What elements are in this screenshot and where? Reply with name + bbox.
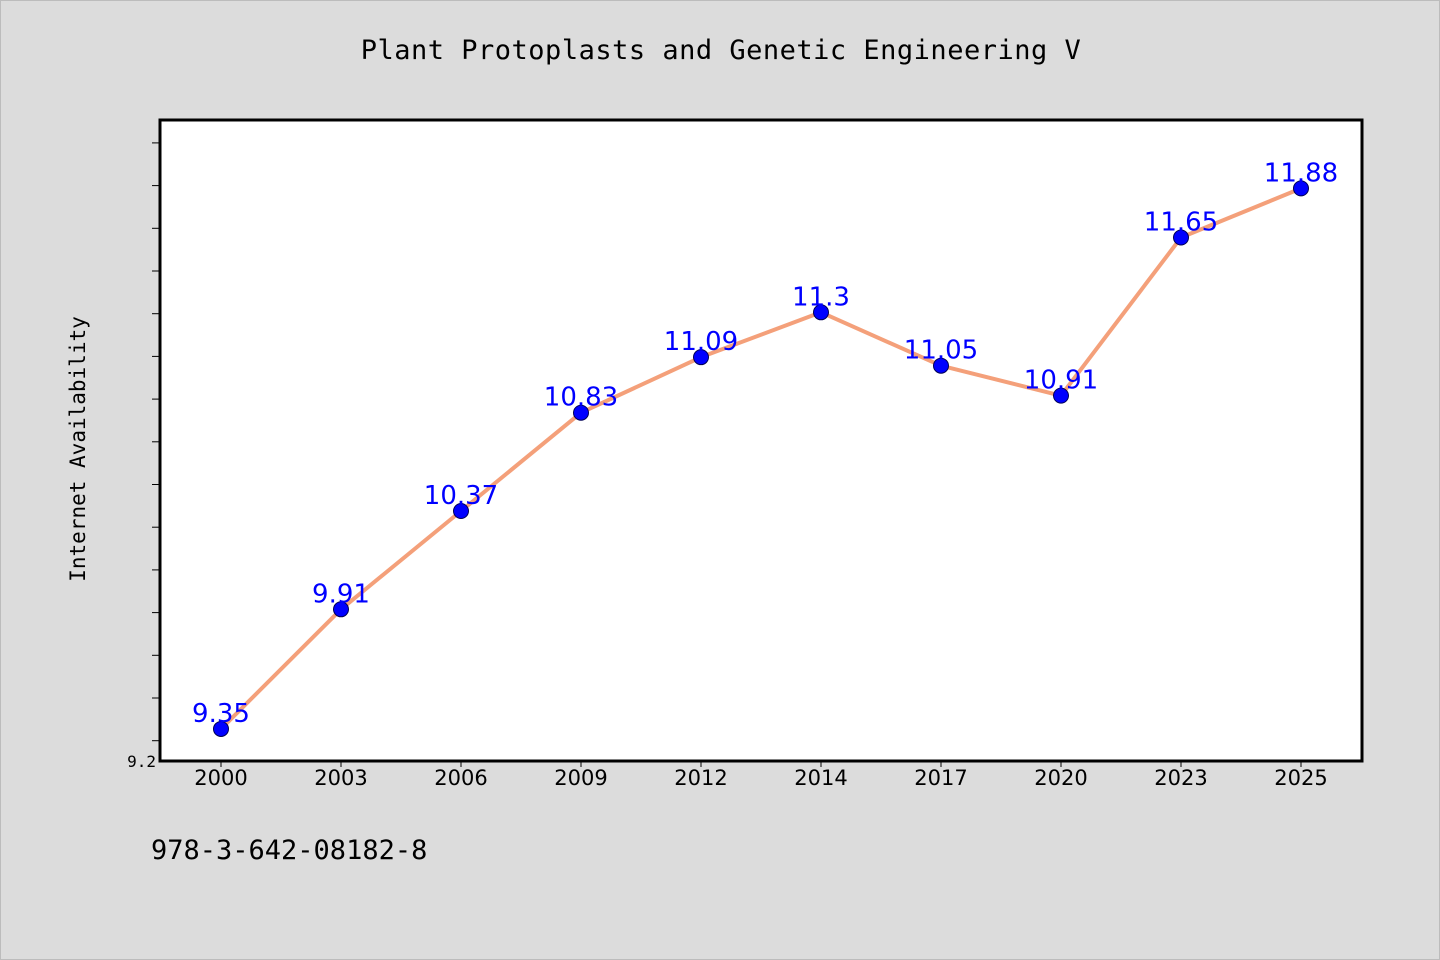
x-tick-label: 2009: [554, 766, 607, 790]
data-label: 10.83: [544, 383, 618, 413]
data-point: [1173, 229, 1189, 246]
data-label: 11.88: [1264, 158, 1338, 188]
data-point: [453, 503, 469, 520]
data-label: 10.91: [1024, 366, 1098, 396]
y-tick-label: 9.2: [127, 752, 156, 771]
data-point: [213, 720, 229, 737]
data-label: 11.09: [664, 327, 738, 357]
x-tick-label: 2003: [314, 766, 367, 790]
footer-isbn: 978-3-642-08182-8: [151, 835, 428, 866]
data-label: 11.05: [904, 336, 978, 366]
x-ticks: 2000 2003 2006 2009 2012 2014 2017 2020 2023 2025: [194, 761, 1328, 790]
data-labels-group: 9.35 9.91 10.37 10.83 11.09 11.3 11.05 10.91 11.…: [192, 158, 1338, 729]
y-ticks: 9.2: [127, 142, 160, 771]
data-point: [1293, 180, 1309, 197]
x-tick-label: 2017: [914, 766, 967, 790]
x-tick-label: 2020: [1034, 766, 1087, 790]
series-line: [219, 186, 1303, 731]
plot-area: [158, 118, 1364, 763]
x-tick-label: 2000: [194, 766, 247, 790]
data-label: 11.3: [792, 282, 850, 312]
x-tick-label: 2006: [434, 766, 487, 790]
x-tick-label: 2025: [1274, 766, 1327, 790]
data-point: [933, 357, 949, 374]
chart-title: Plant Protoplasts and Genetic Engineerin…: [360, 35, 1082, 66]
x-tick-label: 2012: [674, 766, 727, 790]
data-point: [693, 349, 709, 366]
data-label: 11.65: [1144, 208, 1218, 238]
data-point: [1053, 387, 1069, 404]
data-label: 9.35: [192, 699, 250, 729]
x-tick-label: 2023: [1154, 766, 1207, 790]
data-label: 10.37: [424, 481, 498, 511]
data-point: [813, 304, 829, 321]
series-line-group: [219, 186, 1303, 731]
x-tick-label: 2014: [794, 766, 847, 790]
markers-group: [213, 180, 1309, 737]
data-point: [573, 404, 589, 421]
data-point: [333, 601, 349, 618]
data-label: 9.91: [312, 579, 370, 609]
